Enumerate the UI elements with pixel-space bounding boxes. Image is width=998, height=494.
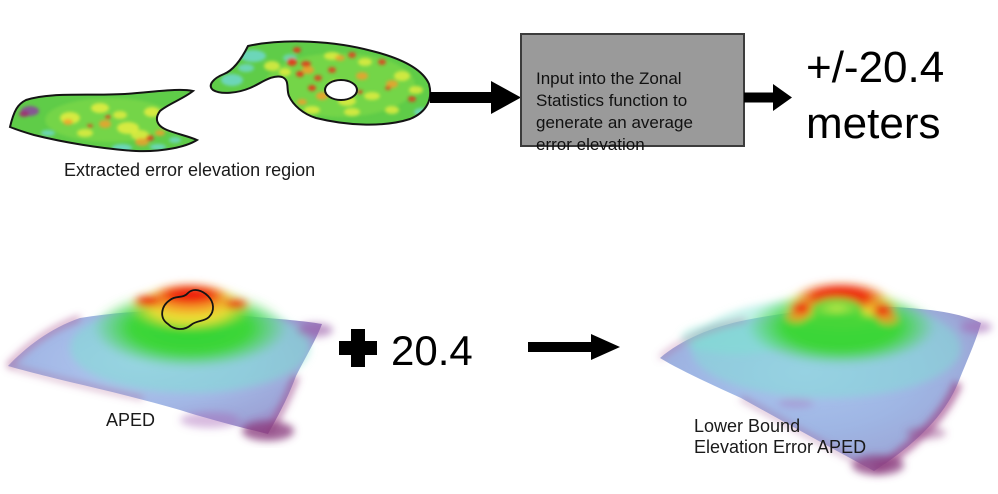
average-error-result: +/-20.4 meters xyxy=(806,43,945,148)
extracted-region-maps xyxy=(8,40,432,153)
region-hole xyxy=(324,79,358,101)
arrow-right-icon xyxy=(430,81,521,114)
extraction-zone-outline xyxy=(161,289,214,330)
lower-bound-label: Lower Bound Elevation Error APED xyxy=(694,416,867,457)
plus-icon xyxy=(339,329,377,367)
arrow-right-icon xyxy=(744,84,792,111)
error-region-outline-right xyxy=(209,40,432,126)
error-region-outline-left xyxy=(8,88,200,153)
lower-bound-terrain-image xyxy=(658,281,992,475)
offset-value: 20.4 xyxy=(391,327,473,374)
aped-label: APED xyxy=(106,410,156,430)
aped-terrain-image xyxy=(6,283,333,441)
zonal-statistics-box-text: Input into the Zonal Statistics function… xyxy=(536,69,693,154)
zonal-statistics-box: Input into the Zonal Statistics function… xyxy=(520,33,745,154)
regions-caption: Extracted error elevation region xyxy=(64,160,316,180)
arrow-right-icon xyxy=(528,334,620,360)
